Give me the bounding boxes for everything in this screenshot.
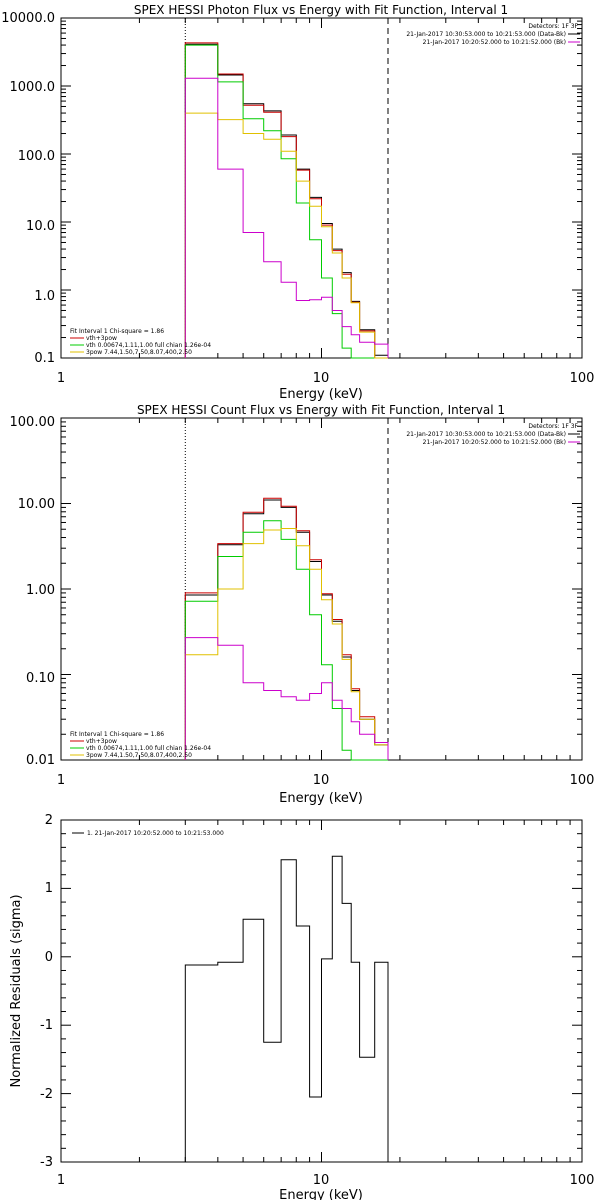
- y-tick-label: 2: [45, 813, 53, 828]
- photon-flux-panel: SPEX HESSI Photon Flux vs Energy with Fi…: [1, 3, 594, 402]
- data-series: [184, 497, 389, 761]
- legend-label-3pow: 3pow 7.44,1.50,7.50,8.07,400,2.50: [86, 349, 192, 356]
- fit-interval-label: Fit Interval 1 Chi-square = 1.86: [70, 731, 164, 738]
- x-tick-label: 10: [313, 1173, 330, 1188]
- fit-interval-label: Fit Interval 1 Chi-square = 1.86: [70, 328, 164, 335]
- residuals-panel: -3 -2 -1 0 1 2 1 10 100 Energy (keV) Nor…: [9, 813, 594, 1200]
- legend-label: 1. 21-Jan-2017 10:20:52.000 to 10:21:53.…: [87, 830, 224, 837]
- histogram-line: [184, 77, 389, 358]
- y-tick-label: 10000.0: [1, 11, 55, 26]
- y-tick-label: 100.00: [10, 415, 56, 430]
- y-tick-label: 0: [45, 950, 53, 965]
- histogram-line: [184, 528, 389, 760]
- legend-label-vth-3pow: vth+3pow: [86, 335, 117, 342]
- legend-label-3pow: 3pow 7.44,1.50,7.50,8.07,400,2.50: [86, 752, 192, 759]
- y-tick-label: 0.1: [34, 351, 55, 366]
- chart-title: SPEX HESSI Photon Flux vs Energy with Fi…: [134, 3, 508, 17]
- chart-title: SPEX HESSI Count Flux vs Energy with Fit…: [137, 403, 505, 417]
- data-series: [184, 855, 389, 1162]
- histogram-line: [184, 855, 389, 1162]
- legend-label-vth-3pow: vth+3pow: [86, 738, 117, 745]
- y-tick-label: 1000.0: [10, 80, 56, 95]
- y-tick-label: 0.01: [26, 753, 55, 768]
- x-axis-label: Energy (keV): [279, 1188, 363, 1200]
- x-axis-label: Energy (keV): [279, 387, 363, 402]
- y-tick-label: 10.00: [18, 497, 55, 512]
- background-interval-label: 21-Jan-2017 10:20:52.000 to 10:21:52.000…: [423, 39, 566, 46]
- detectors-label: Detectors: 1F 3F: [528, 23, 578, 30]
- axis-ticks: [60, 418, 582, 761]
- y-tick-label: -2: [40, 1087, 53, 1102]
- legend-label-vth: vth 0.00674,1.11,1.00 full chian 1.26e-0…: [86, 745, 211, 752]
- x-tick-label: 100: [570, 371, 595, 386]
- x-tick-label: 10: [313, 371, 330, 386]
- legend-label-vth: vth 0.00674,1.11,1.00 full chian 1.26e-0…: [86, 342, 211, 349]
- axis-ticks: [60, 18, 582, 359]
- x-tick-label: 1: [57, 371, 65, 386]
- data-interval-label: 21-Jan-2017 10:30:53.000 to 10:21:53.000…: [406, 431, 566, 438]
- y-tick-label: -1: [40, 1018, 53, 1033]
- background-interval-label: 21-Jan-2017 10:20:52.000 to 10:21:52.000…: [423, 439, 566, 446]
- x-tick-label: 1: [57, 1173, 65, 1188]
- y-tick-label: 0.10: [26, 671, 55, 686]
- x-tick-label: 100: [570, 1173, 595, 1188]
- histogram-line: [184, 112, 388, 359]
- y-tick-label: 1.0: [34, 289, 55, 304]
- x-axis-label: Energy (keV): [279, 791, 363, 806]
- y-tick-label: 1.00: [26, 583, 55, 598]
- y-tick-label: 10.0: [26, 219, 55, 234]
- fit-range-markers: [184, 18, 389, 358]
- count-flux-panel: SPEX HESSI Count Flux vs Energy with Fit…: [10, 403, 595, 806]
- y-tick-label: -3: [40, 1155, 53, 1170]
- y-axis-label: Normalized Residuals (sigma): [9, 894, 24, 1087]
- x-tick-label: 100: [570, 773, 595, 788]
- y-tick-label: 100.0: [18, 149, 55, 164]
- y-tick-label: 1: [45, 881, 53, 896]
- axis-ticks: [60, 819, 582, 1163]
- data-interval-label: 21-Jan-2017 10:30:53.000 to 10:21:53.000…: [406, 31, 566, 38]
- data-series: [184, 42, 389, 359]
- x-tick-label: 10: [313, 773, 330, 788]
- histogram-line: [184, 637, 389, 760]
- x-tick-label: 1: [57, 773, 65, 788]
- detectors-label: Detectors: 1F 3F: [528, 423, 578, 430]
